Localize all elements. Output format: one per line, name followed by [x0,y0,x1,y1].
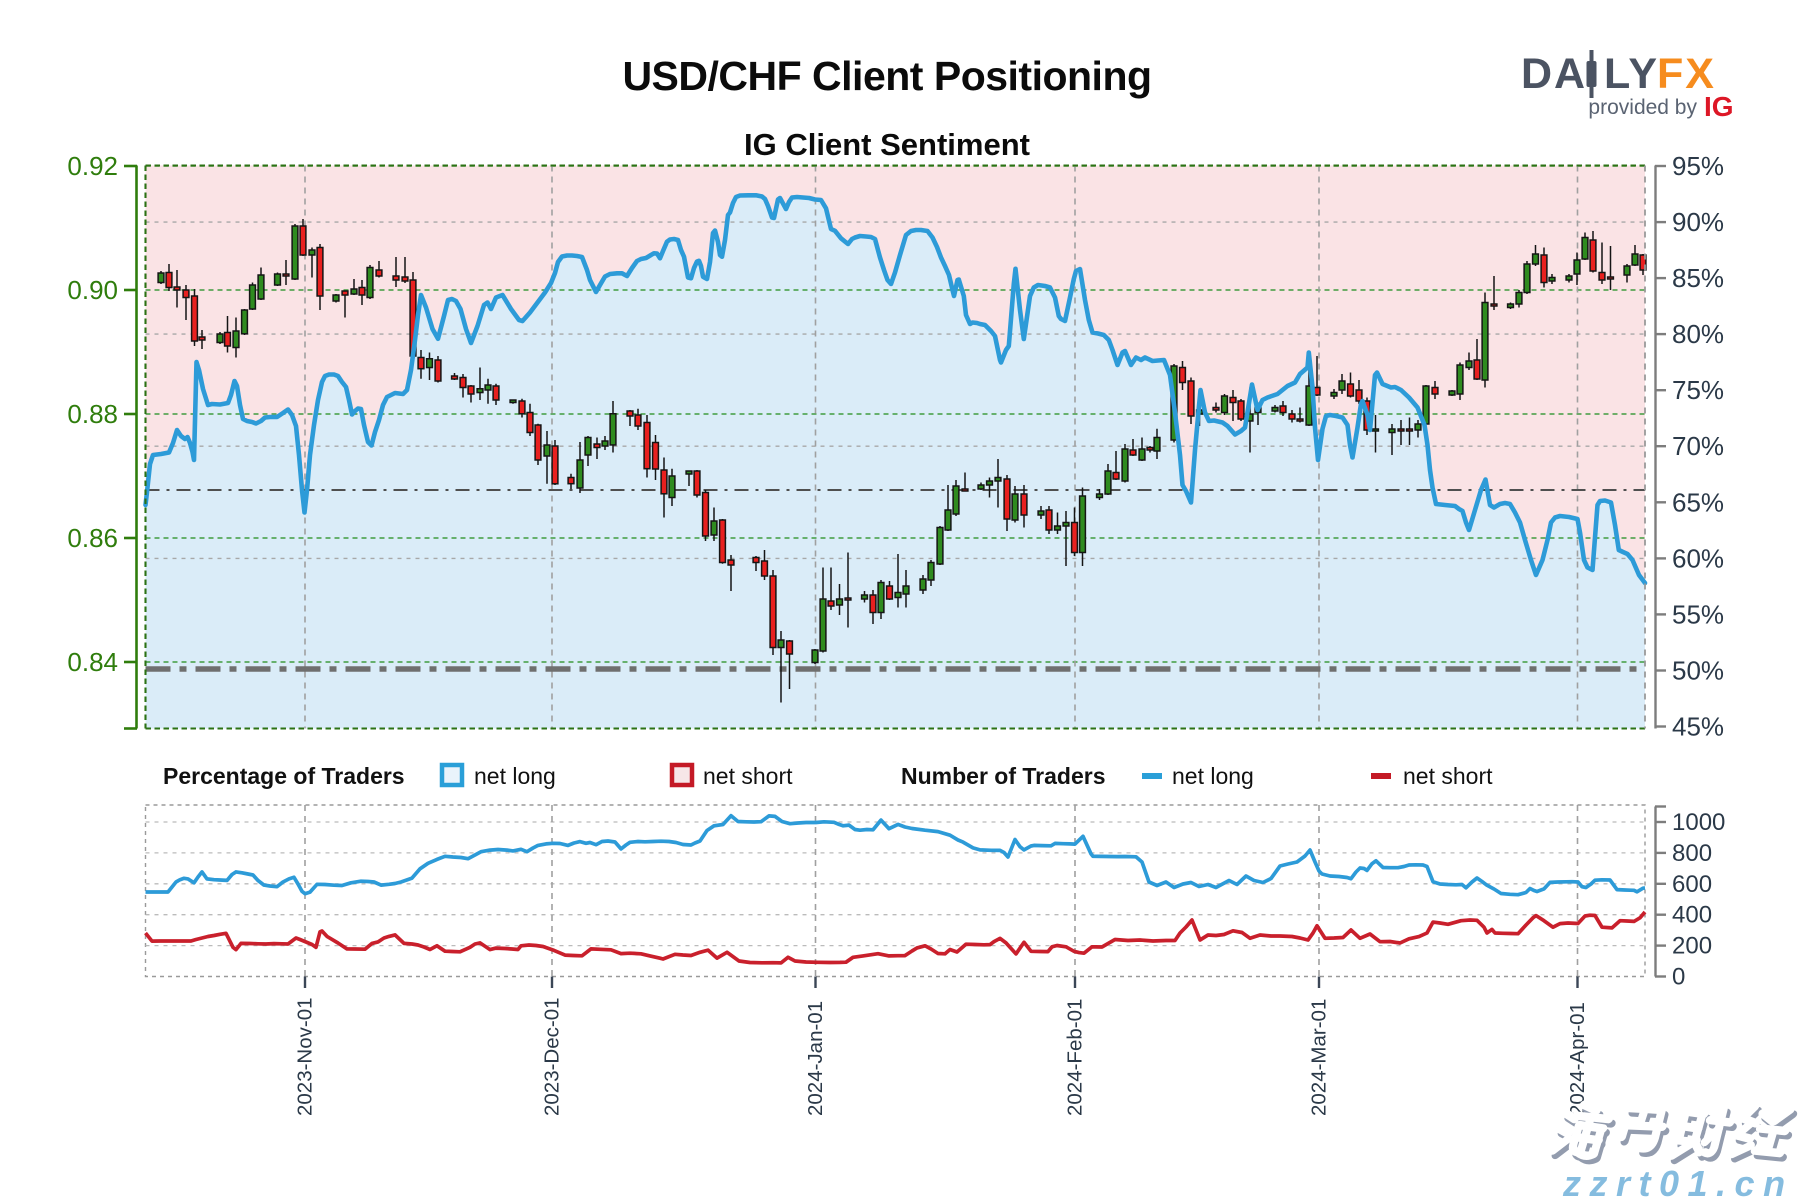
svg-text:400: 400 [1672,902,1712,929]
svg-text:0.86: 0.86 [67,523,118,553]
svg-text:USD/CHF Client Positioning: USD/CHF Client Positioning [622,53,1151,99]
svg-text:60%: 60% [1672,543,1724,573]
svg-text:net long: net long [1172,763,1254,789]
svg-text:Number of Traders: Number of Traders [901,763,1106,789]
svg-text:IG Client Sentiment: IG Client Sentiment [744,127,1030,162]
svg-text:75%: 75% [1672,375,1724,405]
svg-text:2024-Jan-01: 2024-Jan-01 [804,1001,827,1116]
svg-text:provided by: provided by [1588,96,1697,119]
svg-text:2024-Mar-01: 2024-Mar-01 [1308,999,1331,1116]
svg-text:65%: 65% [1672,487,1724,517]
svg-text:2024-Apr-01: 2024-Apr-01 [1566,1002,1589,1116]
svg-text:Percentage of Traders: Percentage of Traders [163,763,405,789]
svg-text:2023-Nov-01: 2023-Nov-01 [294,997,317,1116]
svg-text:50%: 50% [1672,656,1724,686]
svg-text:0.84: 0.84 [67,647,118,677]
svg-text:45%: 45% [1672,712,1724,742]
svg-text:200: 200 [1672,933,1712,960]
svg-text:0.90: 0.90 [67,275,118,305]
svg-text:2023-Dec-01: 2023-Dec-01 [541,997,564,1116]
svg-text:80%: 80% [1672,319,1724,349]
svg-text:LY: LY [1604,50,1659,98]
svg-text:85%: 85% [1672,263,1724,293]
svg-text:0.88: 0.88 [67,399,118,429]
svg-text:0.92: 0.92 [67,151,118,181]
svg-text:70%: 70% [1672,431,1724,461]
svg-text:2024-Feb-01: 2024-Feb-01 [1064,999,1087,1116]
svg-text:net long: net long [474,763,556,789]
svg-text:zzrt01.cn: zzrt01.cn [1562,1163,1794,1200]
svg-text:IG: IG [1704,91,1734,122]
svg-text:55%: 55% [1672,599,1724,629]
svg-text:800: 800 [1672,840,1712,867]
svg-text:90%: 90% [1672,207,1724,237]
svg-text:net short: net short [1403,763,1493,789]
svg-text:600: 600 [1672,871,1712,898]
svg-text:0: 0 [1672,964,1685,991]
svg-text:1000: 1000 [1672,809,1725,836]
svg-text:95%: 95% [1672,151,1724,181]
svg-text:DA: DA [1521,50,1587,98]
svg-text:net short: net short [703,763,793,789]
svg-text:FX: FX [1657,50,1716,98]
